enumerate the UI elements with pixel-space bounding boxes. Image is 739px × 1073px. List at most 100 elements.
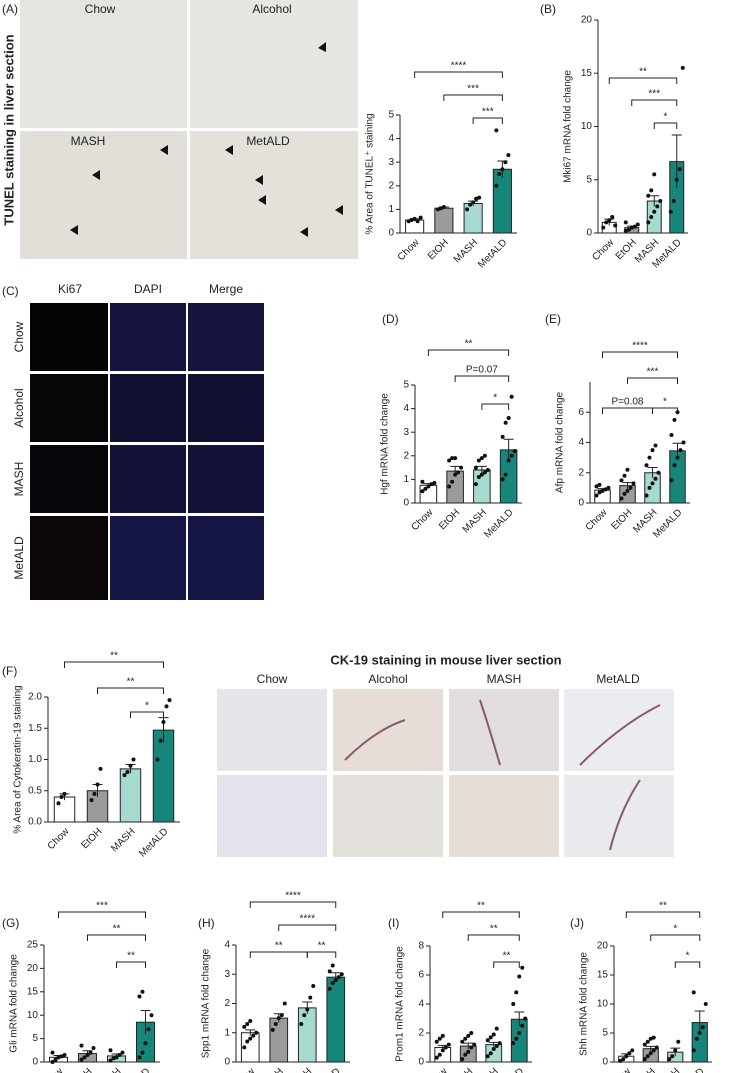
data-point [511,1002,516,1006]
data-point [627,1051,632,1056]
data-point [488,1051,493,1056]
significance-label: * [673,924,677,935]
data-point [613,223,618,228]
y-tick-label: 20 [27,963,39,974]
error-bar [463,1042,474,1049]
data-point [434,1039,439,1044]
data-point [472,1042,477,1047]
significance-bracket [130,711,164,718]
y-tick-label: 0 [586,228,592,239]
data-point [89,798,94,803]
significance-bracket [64,661,164,668]
significance-bracket [249,901,337,908]
y-tick-label: 4 [418,999,424,1010]
data-point [143,1041,148,1046]
significance-label: *** [648,89,660,100]
significance-label: * [145,701,149,712]
data-point [597,490,602,495]
data-point [131,757,136,762]
data-point [675,455,680,460]
data-point [610,215,615,220]
panel-title: TUNEL staining in liver section [1,34,16,225]
data-point [474,196,479,201]
bar [297,1007,317,1063]
y-tick-label: 1.5 [28,723,42,734]
data-point [648,1036,653,1041]
row-label: MASH [12,462,26,497]
data-point [336,975,341,980]
error-bar [694,1010,705,1035]
data-point [469,1045,474,1050]
y-tick-label: 5 [586,174,592,185]
y-tick-label: 8 [418,941,424,952]
significance-bracket [443,94,503,101]
significance-label: * [663,397,667,408]
column-label: MASH [487,672,522,686]
panel-letter: (C) [2,284,19,298]
data-point [654,1045,659,1050]
data-point [440,1033,445,1038]
significance-label: **** [299,914,315,925]
y-tick-label: 1.0 [28,754,42,765]
x-tick-label: MASH [452,237,480,265]
significance-bracket [602,351,678,358]
data-point [330,963,335,968]
y-tick-label: 1 [224,1027,230,1038]
data-point [456,470,461,475]
data-point [473,465,478,470]
panel-letter: (F) [2,664,17,678]
significance-label: ** [659,901,667,912]
data-point [668,209,673,214]
data-point [128,763,133,768]
data-point [653,476,658,481]
data-point [459,465,464,470]
data-point [601,225,606,230]
x-tick-label: EtOH [79,826,104,851]
x-tick-label: EtOH [426,237,451,262]
row-label: MetALD [12,536,26,580]
data-point [479,456,484,461]
significance-bracket [493,961,520,968]
data-point [79,1057,84,1062]
data-point [59,1054,64,1059]
significance-bracket [481,403,510,410]
significance-label: *** [467,84,479,95]
x-tick-label: MASH [286,1066,314,1073]
data-point [279,1013,284,1018]
data-point [62,1052,67,1057]
x-tick-label: MetALD [119,1066,152,1073]
significance-label: **** [632,341,648,352]
bar [119,768,142,823]
significance-bracket [652,407,678,414]
data-point [642,1057,647,1062]
column-label: Alcohol [368,672,407,686]
micrograph [190,0,358,128]
data-point [460,1039,465,1044]
y-tick-label: 4 [224,940,230,951]
data-point [647,485,652,490]
ck19-grid [217,689,674,857]
significance-bracket [608,77,678,84]
data-point [308,995,313,1000]
significance-label: ** [477,901,485,912]
data-point [632,224,637,229]
data-point [503,160,508,165]
data-point [500,477,505,482]
error-bar [488,1041,499,1047]
data-point [140,989,145,994]
y-axis-label: % Area of Cytokeratin-19 staining [13,685,24,833]
data-point [673,1048,678,1053]
y-tick-label: 15 [597,970,609,981]
data-point [438,206,443,211]
data-point [426,484,431,489]
significance-label: *** [482,107,494,118]
data-point [155,757,160,762]
data-point [503,420,508,425]
data-point [435,207,440,212]
significance-bracket [116,961,146,968]
significance-label: ** [318,941,326,952]
micrograph [190,131,358,259]
y-tick-label: 10 [27,1010,39,1021]
data-point [648,1051,653,1056]
y-tick-label: 0.5 [28,785,42,796]
